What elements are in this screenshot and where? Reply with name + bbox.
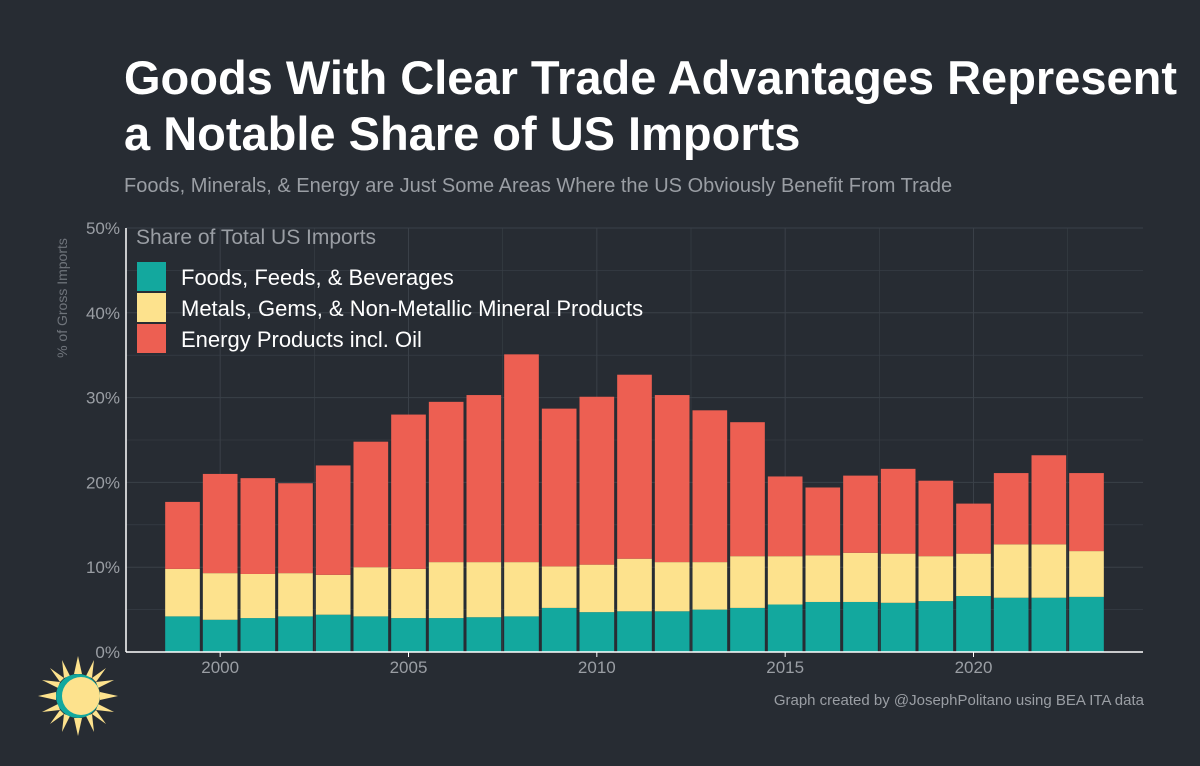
- bar-metals-2006: [428, 562, 464, 619]
- bar-foods-2015: [767, 604, 803, 652]
- bar-energy-2011: [617, 374, 652, 559]
- x-tick-label: 2010: [578, 658, 616, 677]
- y-tick-label: 0%: [95, 643, 120, 662]
- bar-metals-2012: [654, 562, 690, 612]
- bar-foods-2002: [278, 616, 313, 652]
- y-tick-label: 50%: [86, 219, 120, 238]
- bar-energy-2019: [918, 480, 954, 557]
- bar-energy-2014: [730, 422, 765, 557]
- bar-foods-2001: [240, 618, 276, 652]
- bar-energy-2023: [1069, 473, 1104, 552]
- bar-energy-2017: [843, 475, 878, 553]
- bar-foods-2008: [504, 616, 539, 652]
- bar-foods-2023: [1069, 596, 1104, 652]
- bar-energy-2010: [579, 396, 615, 565]
- bar-metals-2018: [880, 553, 916, 603]
- bar-energy-2009: [541, 408, 577, 567]
- bar-energy-2000: [202, 473, 238, 574]
- source-caption: Graph created by @JosephPolitano using B…: [773, 692, 1144, 709]
- bar-energy-2016: [805, 487, 841, 556]
- bar-energy-2002: [278, 483, 313, 574]
- sun-logo-icon: [38, 656, 118, 736]
- bar-energy-2004: [353, 441, 389, 568]
- bar-metals-1999: [165, 568, 200, 617]
- bar-energy-2003: [315, 465, 351, 575]
- bar-energy-2005: [391, 414, 426, 569]
- legend-item-energy-label: Energy Products incl. Oil: [181, 327, 422, 352]
- x-tick-label: 2005: [390, 658, 428, 677]
- bar-energy-2008: [504, 354, 539, 563]
- legend-item-metals-swatch: [137, 293, 166, 322]
- bar-foods-2011: [617, 611, 652, 652]
- bar-metals-2013: [692, 562, 728, 610]
- bar-foods-2014: [730, 607, 765, 652]
- bar-foods-2010: [579, 612, 615, 652]
- bar-foods-2012: [654, 611, 690, 652]
- bar-foods-2021: [993, 597, 1029, 652]
- bar-metals-2017: [843, 552, 878, 602]
- bar-metals-2008: [504, 562, 539, 617]
- bar-metals-2001: [240, 573, 276, 619]
- chart-title: Goods With Clear Trade Advantages Repres…: [124, 51, 1177, 160]
- y-tick-label: 30%: [86, 389, 120, 408]
- x-tick-label: 2020: [955, 658, 993, 677]
- y-tick-label: 40%: [86, 304, 120, 323]
- bar-energy-2022: [1031, 455, 1067, 545]
- bar-metals-2003: [315, 574, 351, 615]
- bar-metals-2016: [805, 555, 841, 602]
- legend-title: Share of Total US Imports: [136, 226, 376, 249]
- legend-item-foods-label: Foods, Feeds, & Beverages: [181, 265, 454, 290]
- bar-metals-2007: [466, 562, 502, 618]
- y-tick-label: 20%: [86, 473, 120, 492]
- x-tick-label: 2015: [766, 658, 804, 677]
- bar-energy-2007: [466, 395, 502, 563]
- bar-foods-2019: [918, 601, 954, 652]
- bar-foods-2022: [1031, 597, 1067, 652]
- bar-metals-2010: [579, 564, 615, 613]
- bar-metals-2022: [1031, 544, 1067, 598]
- chart-subtitle: Foods, Minerals, & Energy are Just Some …: [124, 175, 953, 197]
- bar-energy-2015: [767, 476, 803, 557]
- bar-foods-2005: [391, 618, 426, 652]
- bar-foods-2018: [880, 602, 916, 652]
- legend-item-energy-swatch: [137, 324, 166, 353]
- bar-metals-2005: [391, 568, 426, 619]
- bar-metals-2002: [278, 573, 313, 617]
- bar-foods-1999: [165, 616, 200, 652]
- bar-foods-2017: [843, 601, 878, 652]
- legend-item-foods-swatch: [137, 262, 166, 291]
- bar-foods-2006: [428, 618, 464, 652]
- bar-energy-2020: [956, 503, 991, 554]
- legend-item-metals-label: Metals, Gems, & Non-Metallic Mineral Pro…: [181, 296, 643, 321]
- bar-metals-2009: [541, 566, 577, 608]
- bar-energy-2013: [692, 410, 728, 563]
- bar-metals-2021: [993, 544, 1029, 598]
- bar-metals-2020: [956, 553, 991, 597]
- bar-energy-2001: [240, 478, 276, 574]
- bar-foods-2000: [202, 619, 238, 652]
- y-tick-label: 10%: [86, 558, 120, 577]
- bar-foods-2007: [466, 617, 502, 652]
- bar-metals-2004: [353, 567, 389, 617]
- bar-foods-2004: [353, 616, 389, 652]
- bar-energy-2012: [654, 395, 690, 563]
- bar-energy-2021: [993, 473, 1029, 545]
- bar-foods-2016: [805, 601, 841, 652]
- bar-metals-2015: [767, 556, 803, 605]
- bar-energy-2006: [428, 401, 464, 563]
- x-tick-label: 2000: [201, 658, 239, 677]
- bar-foods-2020: [956, 596, 991, 652]
- bar-metals-2011: [617, 558, 652, 612]
- bar-foods-2009: [541, 607, 577, 652]
- bar-metals-2023: [1069, 551, 1104, 597]
- bar-energy-1999: [165, 501, 200, 569]
- bar-metals-2019: [918, 556, 954, 602]
- bar-metals-2000: [202, 573, 238, 620]
- bar-foods-2003: [315, 614, 351, 652]
- y-axis-label: % of Gross Imports: [54, 238, 70, 358]
- bar-metals-2014: [730, 556, 765, 608]
- bar-foods-2013: [692, 609, 728, 652]
- bar-energy-2018: [880, 468, 916, 554]
